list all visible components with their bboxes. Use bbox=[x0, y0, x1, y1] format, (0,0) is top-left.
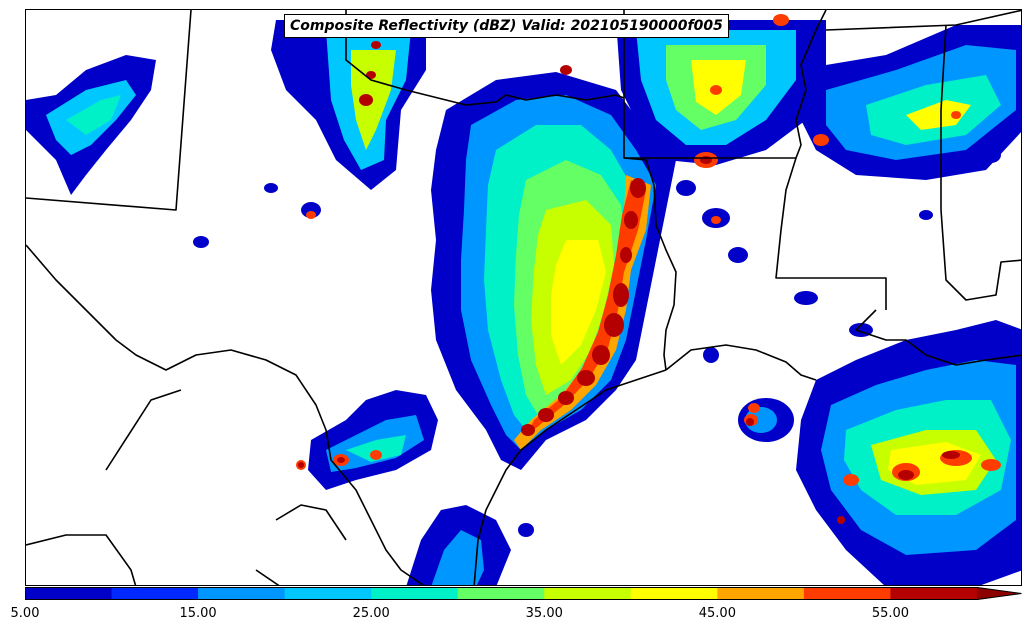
echo-main-line-40 bbox=[551, 240, 606, 365]
colorbar-segment bbox=[717, 587, 805, 600]
colorbar-tick-label: 25.00 bbox=[352, 606, 390, 621]
colorbar-segment bbox=[630, 587, 718, 600]
map-canvas bbox=[26, 10, 1021, 585]
colorbar-segment bbox=[25, 587, 113, 600]
colorbar-segment bbox=[803, 587, 891, 600]
colorbar-segment bbox=[284, 587, 372, 600]
colorbar-tick-label: 45.00 bbox=[698, 606, 736, 621]
colorbar-extend-arrow bbox=[977, 587, 1022, 600]
radar-map bbox=[25, 9, 1022, 586]
echo-north-cells bbox=[694, 14, 789, 168]
colorbar bbox=[25, 587, 1022, 600]
map-title: Composite Reflectivity (dBZ) Valid: 2021… bbox=[284, 14, 729, 38]
colorbar-tick-label: 15.00 bbox=[179, 606, 217, 621]
colorbar-segment bbox=[544, 587, 632, 600]
colorbar-tick-label: 5.00 bbox=[10, 606, 40, 621]
state-boundaries bbox=[26, 10, 1021, 585]
colorbar-tick-label: 55.00 bbox=[871, 606, 910, 621]
colorbar-segment bbox=[457, 587, 545, 600]
colorbar-segment bbox=[111, 587, 199, 600]
colorbar-segment bbox=[198, 587, 286, 600]
colorbar-tick-label: 35.00 bbox=[525, 606, 563, 621]
echo-panhandle-cluster-35 bbox=[351, 50, 396, 150]
colorbar-segment bbox=[890, 587, 978, 600]
echo-convective-line-50 bbox=[526, 180, 646, 436]
echo-convective-cores-55 bbox=[521, 178, 646, 436]
colorbar-segment bbox=[371, 587, 459, 600]
reflectivity-layer bbox=[26, 14, 1021, 585]
